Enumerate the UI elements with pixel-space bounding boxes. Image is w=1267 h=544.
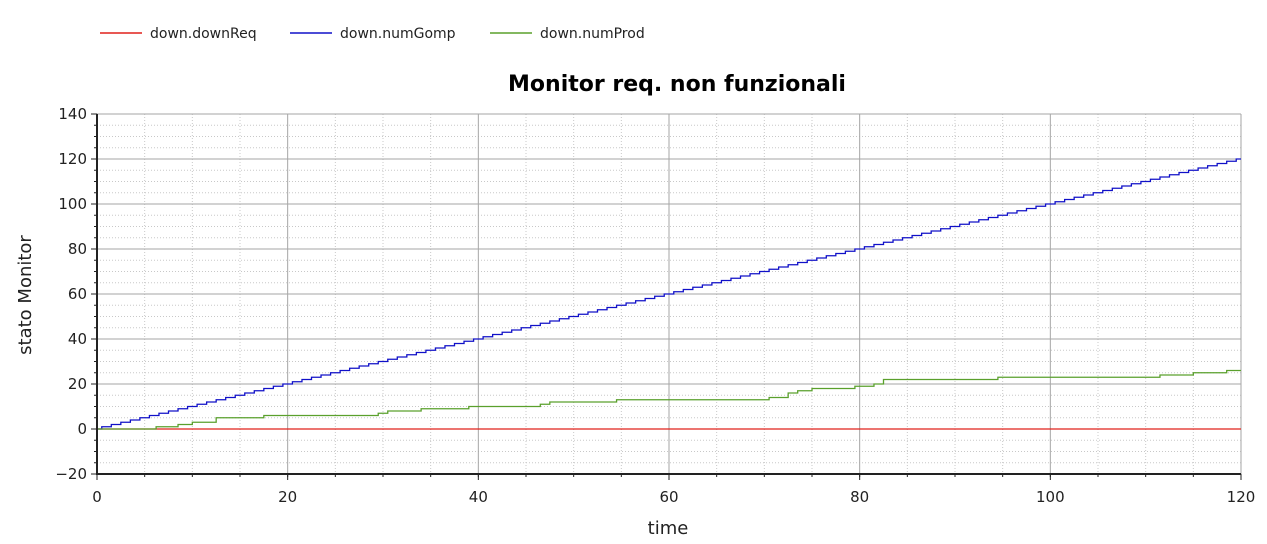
y-tick-label: 140	[58, 105, 87, 123]
y-tick-label: −20	[55, 465, 87, 483]
x-tick-label: 60	[659, 488, 678, 506]
series-layer	[97, 158, 1241, 430]
legend: down.downReq down.numGomp down.numProd	[100, 26, 645, 42]
y-axis-label: stato Monitor	[15, 235, 36, 355]
y-tick-label: 40	[68, 330, 87, 348]
x-tick-label: 80	[850, 488, 869, 506]
y-tick-label: 60	[68, 285, 87, 303]
chart-title: Monitor req. non funzionali	[508, 72, 846, 97]
y-tick-label: 100	[58, 195, 87, 213]
series-line-down-numProd	[97, 369, 1241, 430]
legend-label-down-numGomp: down.numGomp	[340, 26, 456, 42]
legend-label-down-downReq: down.downReq	[150, 26, 257, 42]
legend-label-down-numProd: down.numProd	[540, 26, 645, 42]
tick-labels: 0 20 40 60 80 100 120 −20 0 20 40 60 80 100 120 140	[55, 105, 1255, 506]
axes	[91, 113, 1242, 480]
x-tick-label: 100	[1036, 488, 1065, 506]
x-tick-label: 120	[1227, 488, 1256, 506]
series-line-down-numGomp	[97, 158, 1241, 430]
x-tick-label: 20	[278, 488, 297, 506]
y-tick-label: 20	[68, 375, 87, 393]
y-tick-label: 80	[68, 240, 87, 258]
y-tick-label: 120	[58, 150, 87, 168]
x-tick-label: 0	[92, 488, 102, 506]
x-axis-label: time	[648, 518, 689, 539]
x-tick-label: 40	[469, 488, 488, 506]
y-tick-label: 0	[77, 420, 87, 438]
